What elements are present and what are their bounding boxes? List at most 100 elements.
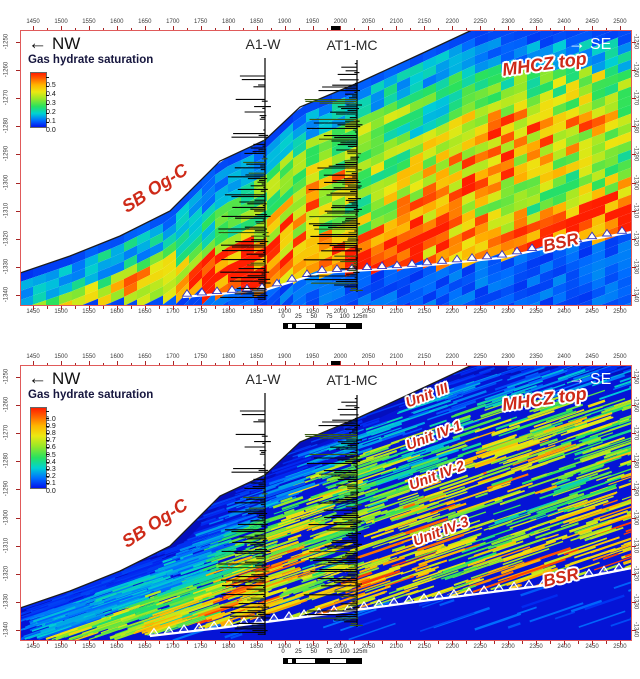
se-direction-label: → SE bbox=[568, 33, 611, 54]
depth-tick-mark bbox=[16, 238, 20, 240]
x-tick-mark bbox=[452, 26, 454, 30]
x-tick-mark bbox=[144, 641, 146, 645]
depth-tick-mark bbox=[16, 266, 20, 268]
x-tick-label: 2000 bbox=[333, 354, 348, 360]
scale-bar-upper: 0 25 50 75 100 125m bbox=[277, 314, 377, 332]
depth-tick-mark bbox=[16, 461, 20, 463]
x-minor-tick bbox=[214, 27, 216, 30]
x-minor-tick bbox=[410, 362, 412, 365]
depth-tick-mark bbox=[632, 238, 636, 240]
depth-tick-mark bbox=[16, 573, 20, 575]
x-tick-mark bbox=[116, 306, 118, 310]
x-minor-tick bbox=[102, 362, 104, 365]
x-minor-tick bbox=[550, 306, 552, 309]
depth-tick-mark bbox=[632, 629, 636, 631]
x-tick-mark bbox=[536, 306, 538, 310]
seismic-section-lower bbox=[20, 365, 632, 641]
scale-bar-segment bbox=[299, 324, 315, 328]
x-tick-mark bbox=[508, 641, 510, 645]
x-tick-mark bbox=[424, 26, 426, 30]
x-tick-label: 2450 bbox=[585, 644, 599, 650]
depth-tick-mark bbox=[632, 210, 636, 212]
scale-bar-segment bbox=[287, 324, 292, 328]
depth-tick-label: -1280 bbox=[3, 118, 10, 134]
legend-tick: 0.3 bbox=[46, 93, 56, 107]
x-tick-mark bbox=[480, 26, 482, 30]
x-tick-label: 1550 bbox=[82, 19, 96, 25]
scale-bar-label: 125m bbox=[352, 649, 368, 655]
x-tick-label: 1950 bbox=[305, 309, 320, 315]
x-minor-tick bbox=[298, 306, 300, 309]
x-minor-tick bbox=[74, 27, 76, 30]
x-tick-label: 1800 bbox=[222, 644, 236, 650]
x-tick-label: 2450 bbox=[585, 19, 599, 25]
depth-tick-label: -1260 bbox=[3, 396, 10, 413]
x-tick-mark bbox=[200, 641, 202, 645]
x-tick-label: 1900 bbox=[277, 644, 292, 650]
x-tick-mark bbox=[619, 306, 621, 310]
x-minor-tick bbox=[242, 641, 244, 644]
x-tick-label: 2400 bbox=[557, 644, 571, 650]
depth-tick-mark bbox=[632, 70, 636, 72]
scale-bar-ruler bbox=[283, 658, 362, 664]
x-minor-tick bbox=[326, 362, 328, 365]
x-tick-label: 2150 bbox=[417, 354, 431, 360]
x-tick-label: 2100 bbox=[389, 19, 403, 25]
x-tick-mark bbox=[396, 306, 398, 310]
x-tick-label: 1750 bbox=[194, 309, 208, 315]
x-minor-tick bbox=[354, 306, 356, 309]
depth-tick-label: -1300 bbox=[3, 509, 10, 525]
legend-tick: 0.6 bbox=[46, 437, 56, 451]
x-tick-label: 1700 bbox=[166, 309, 180, 315]
x-minor-tick bbox=[102, 27, 104, 30]
depth-tick-mark bbox=[16, 70, 20, 72]
x-tick-label: 2500 bbox=[613, 644, 627, 650]
depth-tick-mark bbox=[16, 182, 20, 184]
scale-bar-label: 25 bbox=[295, 649, 302, 655]
scale-bar-segment bbox=[295, 324, 300, 328]
x-tick-mark bbox=[284, 306, 286, 310]
depth-tick-mark bbox=[632, 601, 636, 603]
x-minor-tick bbox=[550, 27, 552, 30]
legend-colorbar bbox=[30, 407, 47, 489]
x-minor-tick bbox=[186, 27, 188, 30]
x-tick-label: 1700 bbox=[166, 354, 180, 360]
legend-tick: 0.9 bbox=[46, 416, 56, 430]
x-tick-mark bbox=[228, 26, 230, 30]
x-minor-tick bbox=[466, 306, 468, 309]
x-tick-mark bbox=[424, 306, 426, 310]
x-minor-tick bbox=[550, 641, 552, 644]
x-minor-tick bbox=[494, 306, 496, 309]
x-tick-mark bbox=[33, 361, 34, 365]
x-tick-mark bbox=[172, 361, 174, 365]
x-minor-tick bbox=[214, 641, 216, 644]
x-tick-label: 1600 bbox=[110, 309, 124, 315]
depth-tick-mark bbox=[632, 294, 636, 296]
x-tick-mark bbox=[340, 361, 342, 365]
x-tick-label: 1900 bbox=[277, 309, 292, 315]
x-tick-mark bbox=[200, 26, 202, 30]
x-minor-tick bbox=[522, 362, 524, 365]
depth-tick-mark bbox=[632, 489, 636, 491]
x-minor-tick bbox=[74, 362, 76, 365]
x-minor-tick bbox=[298, 27, 300, 30]
x-minor-tick bbox=[102, 641, 104, 644]
x-tick-label: 1800 bbox=[222, 309, 236, 315]
x-minor-tick bbox=[438, 306, 440, 309]
x-minor-tick bbox=[74, 306, 76, 309]
x-tick-label: 1450 bbox=[26, 19, 40, 25]
x-minor-tick bbox=[47, 306, 48, 309]
x-minor-tick bbox=[158, 27, 160, 30]
x-tick-label: 1850 bbox=[249, 354, 264, 360]
x-tick-mark bbox=[172, 306, 174, 310]
x-tick-mark bbox=[452, 361, 454, 365]
depth-tick-label: -1320 bbox=[3, 565, 10, 581]
x-minor-tick bbox=[382, 306, 384, 309]
scale-bar-label: 50 bbox=[310, 649, 318, 655]
right-arrow-icon: → bbox=[568, 368, 586, 388]
x-minor-tick bbox=[522, 306, 524, 309]
x-minor-tick bbox=[578, 27, 579, 30]
x-tick-mark bbox=[592, 26, 593, 30]
x-tick-label: 2350 bbox=[529, 354, 543, 360]
